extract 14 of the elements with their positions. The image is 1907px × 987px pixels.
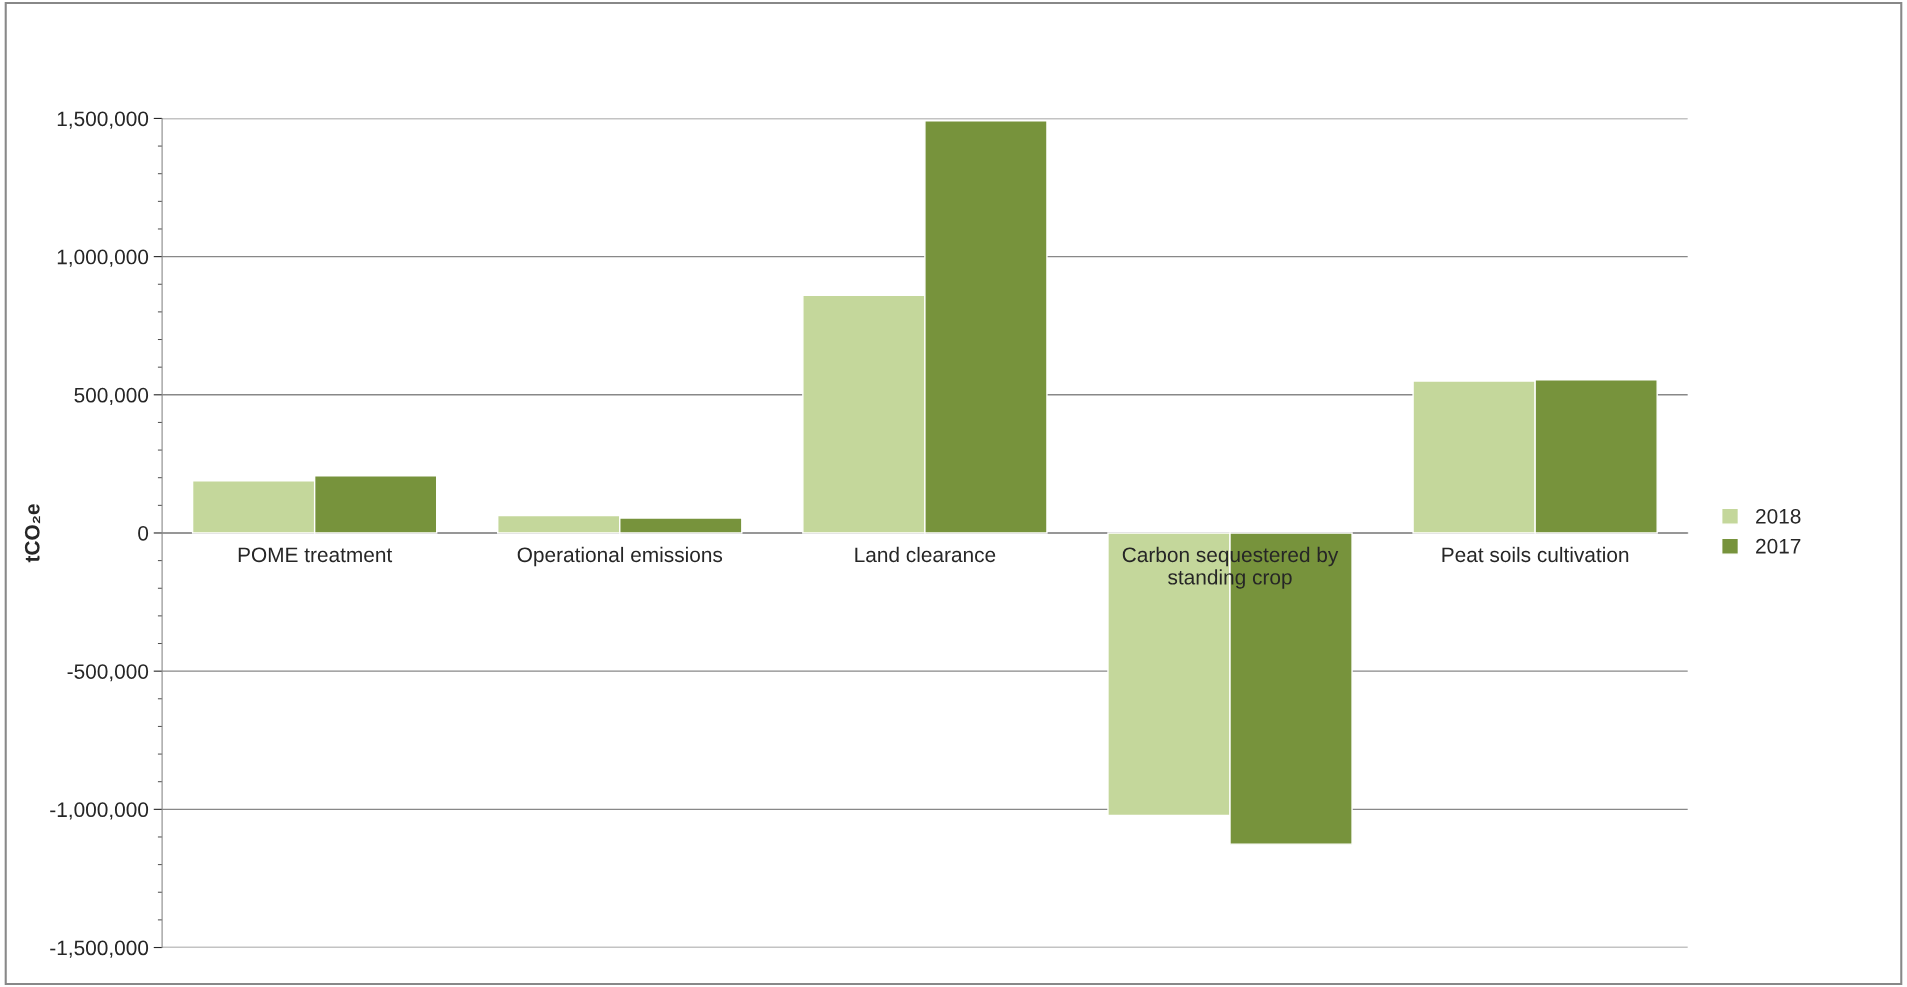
legend-label: 2018: [1756, 508, 1801, 524]
x-tick-label: Peat soils cultivation: [1442, 546, 1629, 563]
x-tick-label: POME treatment: [238, 547, 393, 563]
y-tick-label: 1,000,000: [57, 249, 149, 267]
y-axis-title: tCO₂e: [24, 504, 41, 563]
y-tick-label: 500,000: [74, 387, 149, 406]
y-tick-label: 0: [138, 525, 149, 541]
x-tick-label: Land clearance: [855, 546, 996, 563]
y-tick-label: -1,000,000: [50, 802, 149, 820]
legend-label: 2017: [1756, 538, 1801, 554]
y-tick-label: -500,000: [67, 664, 149, 682]
x-tick-label: Operational emissions: [517, 546, 723, 567]
y-tick-label: 1,500,000: [57, 111, 149, 129]
y-tick-label: -1,500,000: [50, 940, 149, 958]
